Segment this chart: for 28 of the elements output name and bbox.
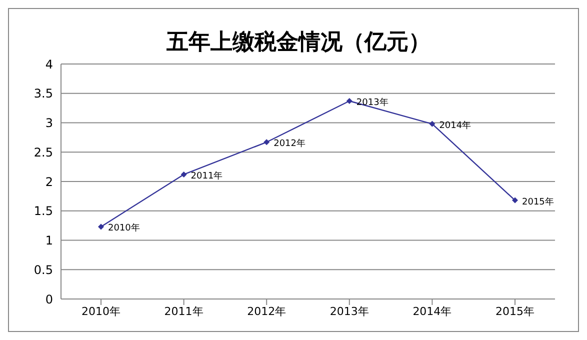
y-tick-label: 3.5 [34,86,53,101]
point [180,171,187,178]
annotation: 2013年 [356,97,388,108]
point [429,120,436,127]
x-tick-label: 2013年 [330,304,369,318]
annotation: 2011年 [190,170,223,182]
x-tick-label: 2014年 [412,304,452,318]
y-tick-label: 0 [45,292,53,306]
x-tick-label: 2015年 [496,304,534,318]
point [346,98,352,104]
y-tick-label: 3 [45,116,53,130]
annotation: 2015年 [522,196,554,208]
annotation: 2014年 [439,120,472,131]
chart-title: 五年上缴税金情况（亿元） [166,28,432,57]
y-tick-label: 1 [45,234,53,248]
x-tick-label: 2012年 [247,304,286,318]
y-tick-label: 0.5 [34,262,53,277]
y-tick-label: 2.5 [34,145,53,160]
y-tick-label: 1.5 [34,204,53,218]
y-tick-label: 2 [45,174,53,189]
point [264,139,270,146]
annotation: 2012年 [274,138,306,150]
x-tick-label: 2010年 [82,304,120,318]
point [98,224,104,230]
annotation: 2010年 [108,222,140,234]
y-tick-label: 4 [45,57,53,72]
x-tick-label: 2011年 [164,304,204,318]
point [512,197,518,204]
